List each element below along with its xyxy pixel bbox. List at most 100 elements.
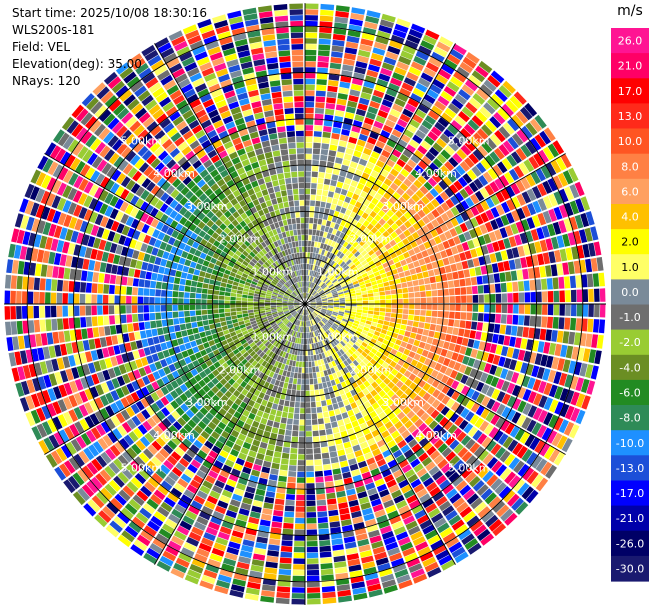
velocity-gate — [149, 305, 155, 313]
velocity-gate — [465, 438, 476, 450]
velocity-gate — [594, 350, 602, 365]
velocity-gate — [394, 398, 403, 407]
velocity-gate — [590, 226, 599, 241]
velocity-gate — [436, 427, 447, 438]
velocity-gate — [271, 366, 277, 373]
velocity-gate — [305, 206, 310, 212]
velocity-gate — [386, 218, 395, 226]
velocity-gate — [378, 234, 386, 242]
velocity-gate — [354, 188, 362, 196]
velocity-gate — [510, 270, 518, 281]
velocity-gate — [366, 223, 374, 231]
velocity-gate — [295, 343, 299, 350]
velocity-gate — [439, 233, 447, 242]
velocity-gate — [478, 341, 486, 351]
velocity-gate — [300, 350, 303, 356]
velocity-gate — [330, 341, 336, 348]
velocity-gate — [390, 394, 399, 402]
velocity-gate — [420, 310, 426, 316]
velocity-gate — [264, 362, 271, 369]
velocity-gate — [276, 440, 284, 447]
velocity-gate — [215, 412, 224, 421]
velocity-gate — [294, 319, 298, 325]
velocity-gate — [378, 568, 393, 577]
velocity-gate — [336, 244, 343, 251]
velocity-gate — [569, 216, 578, 231]
velocity-gate — [156, 273, 164, 282]
velocity-gate — [515, 147, 527, 161]
velocity-gate — [310, 401, 316, 408]
velocity-gate — [358, 247, 365, 254]
velocity-gate — [449, 228, 458, 237]
velocity-gate — [399, 87, 411, 97]
velocity-gate — [326, 91, 337, 98]
velocity-gate — [305, 390, 310, 397]
velocity-gate — [312, 337, 316, 344]
velocity-gate — [441, 112, 453, 123]
velocity-gate — [510, 372, 520, 384]
velocity-gate — [553, 371, 562, 385]
velocity-gate — [437, 355, 445, 364]
velocity-gate — [168, 513, 181, 525]
velocity-gate — [308, 295, 313, 300]
velocity-gate — [309, 307, 314, 312]
velocity-gate — [420, 264, 428, 272]
velocity-gate — [326, 272, 332, 278]
velocity-gate — [468, 181, 479, 193]
velocity-gate — [439, 133, 451, 144]
velocity-gate — [321, 586, 336, 593]
velocity-gate — [338, 388, 345, 396]
velocity-gate — [346, 488, 356, 496]
velocity-gate — [507, 136, 519, 150]
velocity-gate — [337, 314, 344, 319]
velocity-gate — [305, 235, 309, 241]
velocity-gate — [484, 304, 490, 313]
velocity-gate — [502, 80, 516, 94]
velocity-gate — [384, 435, 393, 444]
velocity-gate — [489, 116, 502, 129]
velocity-gate — [317, 260, 322, 267]
velocity-gate — [379, 463, 389, 473]
velocity-gate — [347, 30, 361, 38]
velocity-gate — [292, 570, 305, 576]
velocity-gate — [430, 450, 441, 461]
velocity-gate — [564, 186, 574, 201]
velocity-gate — [342, 329, 349, 334]
velocity-gate — [230, 292, 237, 297]
velocity-gate — [516, 207, 526, 220]
velocity-gate — [308, 308, 312, 313]
velocity-gate — [348, 564, 362, 572]
velocity-gate — [507, 293, 513, 303]
velocity-gate — [383, 377, 391, 385]
velocity-gate — [537, 198, 547, 211]
velocity-gate — [424, 561, 439, 573]
velocity-gate — [193, 439, 203, 449]
velocity-gate — [291, 342, 295, 349]
velocity-gate — [505, 271, 512, 282]
velocity-gate — [265, 369, 271, 376]
velocity-gate — [376, 323, 383, 329]
velocity-gate — [99, 337, 107, 348]
velocity-gate — [480, 372, 489, 383]
velocity-gate — [74, 293, 80, 304]
velocity-gate — [415, 189, 425, 199]
velocity-gate — [268, 383, 274, 390]
velocity-gate — [305, 217, 309, 224]
velocity-gate — [400, 50, 414, 60]
velocity-gate — [460, 211, 469, 222]
velocity-gate — [321, 297, 327, 300]
velocity-gate — [180, 272, 188, 279]
velocity-gate — [431, 219, 440, 228]
velocity-gate — [525, 489, 539, 504]
velocity-gate — [420, 140, 431, 151]
velocity-gate — [411, 193, 420, 203]
velocity-gate — [388, 280, 395, 286]
velocity-gate — [453, 443, 464, 454]
velocity-gate — [293, 558, 305, 564]
velocity-gate — [433, 235, 442, 245]
velocity-gate — [461, 467, 473, 479]
velocity-gate — [397, 425, 407, 434]
velocity-gate — [309, 276, 313, 282]
velocity-gate — [329, 415, 337, 423]
velocity-gate — [288, 322, 293, 328]
